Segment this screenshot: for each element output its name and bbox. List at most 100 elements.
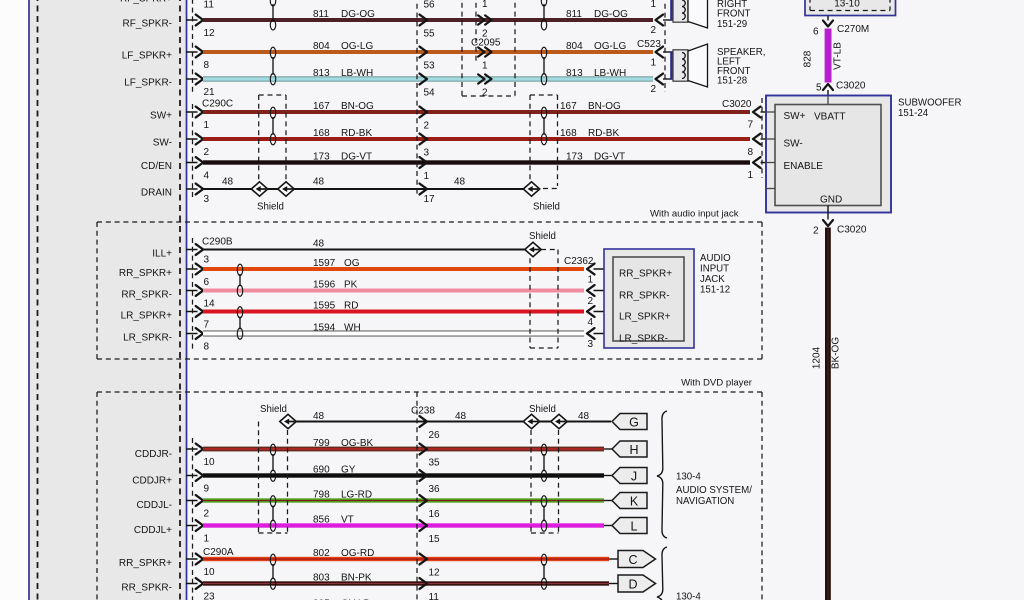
svg-text:2: 2 (204, 509, 210, 520)
svg-text:D: D (628, 577, 637, 591)
svg-text:17: 17 (424, 194, 436, 205)
svg-text:CDDJL-: CDDJL- (136, 500, 172, 511)
svg-text:RD-BK: RD-BK (588, 128, 619, 139)
svg-text:151-29: 151-29 (717, 19, 747, 30)
svg-text:C: C (628, 553, 637, 567)
svg-text:OG: OG (344, 258, 360, 269)
svg-text:167: 167 (560, 101, 577, 112)
svg-text:9: 9 (204, 484, 210, 495)
svg-text:23: 23 (204, 592, 216, 600)
svg-text:1594: 1594 (313, 323, 336, 334)
svg-text:10: 10 (204, 567, 216, 578)
svg-text:WH: WH (344, 323, 361, 334)
svg-text:DG-OG: DG-OG (594, 9, 628, 20)
svg-text:DG-VT: DG-VT (341, 152, 372, 163)
svg-text:1: 1 (204, 534, 210, 545)
svg-text:LR_SPKR+: LR_SPKR+ (121, 311, 173, 322)
svg-text:48: 48 (455, 411, 467, 422)
svg-text:BK-OG: BK-OG (831, 337, 842, 369)
svg-text:DRAIN: DRAIN (141, 188, 172, 199)
svg-text:2: 2 (813, 226, 819, 237)
svg-text:35: 35 (429, 458, 441, 469)
svg-text:L: L (631, 519, 638, 533)
svg-text:LR_SPKR-: LR_SPKR- (123, 333, 172, 344)
svg-text:SW+: SW+ (150, 111, 172, 122)
svg-text:811: 811 (313, 9, 329, 20)
svg-text:1: 1 (650, 0, 656, 10)
svg-text:4: 4 (587, 317, 593, 328)
svg-text:6: 6 (813, 27, 819, 38)
svg-text:48: 48 (313, 177, 325, 188)
svg-text:5: 5 (816, 83, 822, 94)
svg-text:VBATT: VBATT (814, 112, 845, 123)
svg-text:DG-OG: DG-OG (341, 9, 375, 20)
svg-text:811: 811 (566, 9, 582, 20)
svg-text:1597: 1597 (313, 258, 336, 269)
svg-text:1595: 1595 (313, 301, 336, 312)
svg-text:C270M: C270M (837, 24, 869, 35)
svg-text:4: 4 (204, 171, 210, 182)
svg-text:VT: VT (341, 515, 354, 526)
svg-text:11: 11 (204, 0, 215, 11)
svg-text:GND: GND (820, 195, 842, 206)
svg-text:LF_SPKR-: LF_SPKR- (124, 78, 172, 89)
svg-text:1: 1 (482, 0, 488, 10)
svg-text:802: 802 (313, 548, 330, 559)
svg-text:1: 1 (424, 171, 430, 182)
svg-text:168: 168 (313, 128, 330, 139)
svg-text:C238: C238 (411, 406, 435, 417)
svg-text:GY: GY (341, 465, 356, 476)
svg-text:21: 21 (204, 87, 216, 98)
svg-text:LG-RD: LG-RD (341, 490, 372, 501)
svg-text:10: 10 (204, 457, 216, 468)
svg-text:INPUT: INPUT (700, 263, 729, 274)
svg-text:OG-LG: OG-LG (594, 41, 626, 52)
svg-text:11: 11 (429, 592, 440, 600)
svg-text:NAVIGATION: NAVIGATION (676, 496, 734, 507)
svg-text:H: H (629, 443, 638, 457)
svg-text:Shield: Shield (529, 404, 556, 415)
svg-text:805: 805 (313, 599, 330, 600)
svg-text:RF_SPKR-: RF_SPKR- (123, 19, 172, 30)
svg-text:With DVD player: With DVD player (681, 377, 753, 388)
svg-text:SW+: SW+ (784, 111, 806, 122)
svg-text:OG-RD: OG-RD (341, 548, 374, 559)
svg-text:813: 813 (313, 68, 330, 79)
svg-text:OG-BK: OG-BK (341, 438, 374, 449)
svg-text:1: 1 (482, 61, 488, 72)
svg-text:151-28: 151-28 (717, 76, 747, 87)
svg-text:7: 7 (204, 320, 210, 331)
svg-text:C3020: C3020 (836, 81, 866, 92)
svg-text:151-12: 151-12 (700, 284, 730, 295)
svg-text:1596: 1596 (313, 280, 336, 291)
svg-text:48: 48 (222, 177, 234, 188)
svg-text:LF_SPKR+: LF_SPKR+ (122, 51, 172, 62)
svg-text:LB-WH: LB-WH (341, 68, 373, 79)
svg-text:2: 2 (482, 88, 488, 99)
svg-text:1: 1 (650, 58, 656, 69)
svg-text:1204: 1204 (812, 346, 823, 369)
svg-text:With audio input jack: With audio input jack (650, 208, 739, 219)
svg-text:K: K (630, 494, 639, 508)
svg-text:Shield: Shield (257, 201, 284, 212)
svg-text:RIGHT: RIGHT (717, 0, 747, 10)
svg-text:FRONT: FRONT (717, 66, 750, 77)
svg-text:1: 1 (587, 275, 593, 286)
svg-text:SPEAKER,: SPEAKER, (717, 47, 765, 58)
svg-text:DG-VT: DG-VT (594, 152, 625, 163)
svg-text:C2362: C2362 (564, 256, 594, 267)
svg-text:2: 2 (482, 29, 488, 40)
svg-text:26: 26 (429, 430, 441, 441)
svg-text:RR_SPKR-: RR_SPKR- (121, 290, 172, 301)
svg-text:799: 799 (313, 438, 330, 449)
svg-text:G: G (629, 415, 639, 429)
svg-text:C290B: C290B (202, 237, 233, 248)
svg-text:167: 167 (313, 101, 330, 112)
svg-text:GY-LB: GY-LB (341, 599, 370, 600)
svg-text:SW-: SW- (784, 139, 803, 150)
svg-text:LR_SPKR+: LR_SPKR+ (619, 312, 671, 323)
svg-text:8: 8 (747, 147, 753, 158)
svg-text:3: 3 (587, 339, 593, 350)
svg-text:6: 6 (204, 277, 210, 288)
svg-text:7: 7 (747, 120, 753, 131)
